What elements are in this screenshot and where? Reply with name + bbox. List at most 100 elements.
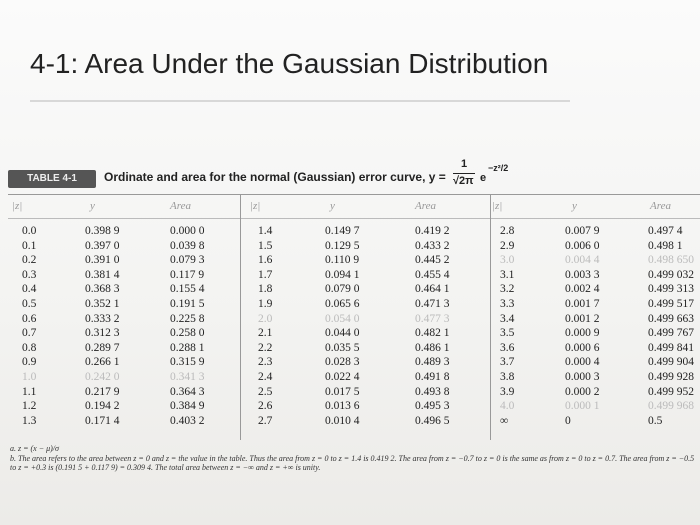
z-cell: 2.4: [258, 371, 273, 383]
column-header: y: [572, 200, 577, 212]
area-cell: 0.499 968: [648, 400, 694, 413]
area-cell: 0.364 3: [170, 385, 205, 398]
z-cell: 0.6: [22, 312, 37, 325]
z-cell: 1.3: [22, 414, 37, 427]
y-cell: 0.028 3: [325, 356, 360, 369]
area-cell: 0.341 3: [170, 371, 205, 383]
y-cell: 0.022 4: [325, 371, 360, 383]
y-cell: 0.312 3: [85, 327, 120, 340]
area-cell: 0.486 1: [415, 341, 450, 354]
area-cell: 0.491 8: [415, 371, 450, 383]
z-cell: 3.0: [500, 254, 515, 267]
y-cell: 0.044 0: [325, 327, 360, 340]
z-cell: 3.2: [500, 283, 515, 296]
y-cell: 0.289 7: [85, 341, 120, 354]
z-cell: 2.9: [500, 239, 515, 252]
area-cell: 0.039 8: [170, 239, 205, 252]
y-cell: 0.000 2: [565, 385, 600, 398]
z-cell: 1.0: [22, 371, 37, 383]
y-cell: 0.381 4: [85, 268, 120, 281]
z-cell: 3.7: [500, 356, 515, 369]
column-header: y: [90, 200, 95, 212]
formula-numerator: 1: [461, 158, 468, 170]
area-cell: 0.496 5: [415, 414, 450, 427]
y-cell: 0.000 1: [565, 400, 600, 413]
y-cell: 0.171 4: [85, 414, 120, 427]
y-cell: 0.397 0: [85, 239, 120, 252]
y-cell: 0.000 3: [565, 371, 600, 383]
z-cell: 2.8: [500, 225, 515, 237]
column-header: Area: [170, 200, 191, 212]
y-cell: 0.368 3: [85, 283, 120, 296]
z-cell: 0.2: [22, 254, 37, 267]
y-cell: 0.266 1: [85, 356, 120, 369]
table-caption: Ordinate and area for the normal (Gaussi…: [104, 170, 446, 184]
z-cell: 4.0: [500, 400, 515, 413]
z-cell: 2.5: [258, 385, 273, 398]
area-cell: 0.155 4: [170, 283, 205, 296]
z-cell: 3.4: [500, 312, 515, 325]
z-cell: 2.0: [258, 312, 273, 325]
area-cell: 0.117 9: [170, 268, 205, 281]
area-cell: 0.384 9: [170, 400, 205, 413]
z-cell: 3.9: [500, 385, 515, 398]
area-cell: 0.495 3: [415, 400, 450, 413]
caption-text: Ordinate and area for the normal (Gaussi…: [104, 170, 446, 184]
z-cell: 0.9: [22, 356, 37, 369]
area-cell: 0.079 3: [170, 254, 205, 267]
title-rule: [30, 100, 570, 102]
z-cell: 1.6: [258, 254, 273, 267]
y-cell: 0.094 1: [325, 268, 360, 281]
z-cell: 1.1: [22, 385, 37, 398]
area-cell: 0.288 1: [170, 341, 205, 354]
area-cell: 0.499 767: [648, 327, 694, 340]
y-cell: 0.149 7: [325, 225, 360, 237]
y-cell: 0.000 6: [565, 341, 600, 354]
area-cell: 0.499 841: [648, 341, 694, 354]
area-cell: 0.464 1: [415, 283, 450, 296]
z-cell: 0.4: [22, 283, 37, 296]
footnote: a. z = (x − μ)/σ: [10, 444, 59, 453]
area-cell: 0.489 3: [415, 356, 450, 369]
y-cell: 0.003 3: [565, 268, 600, 281]
z-cell: 0.0: [22, 225, 37, 237]
z-cell: 2.6: [258, 400, 273, 413]
column-header: Area: [650, 200, 671, 212]
column-header: |z|: [12, 200, 23, 212]
area-cell: 0.498 1: [648, 239, 683, 252]
area-cell: 0.482 1: [415, 327, 450, 340]
z-cell: ∞: [500, 414, 509, 427]
area-cell: 0.477 3: [415, 312, 450, 325]
fraction-bar: [453, 173, 475, 174]
y-cell: 0.001 7: [565, 298, 600, 310]
z-cell: 0.8: [22, 341, 37, 354]
area-cell: 0.499 313: [648, 283, 694, 296]
area-cell: 0.455 4: [415, 268, 450, 281]
table-badge: TABLE 4-1: [8, 170, 96, 188]
area-cell: 0.225 8: [170, 312, 205, 325]
area-cell: 0.499 928: [648, 371, 694, 383]
z-cell: 1.4: [258, 225, 273, 237]
y-cell: 0.333 2: [85, 312, 120, 325]
z-cell: 0.5: [22, 298, 37, 310]
y-cell: 0.398 9: [85, 225, 120, 237]
y-cell: 0.007 9: [565, 225, 600, 237]
page-title: 4-1: Area Under the Gaussian Distributio…: [30, 48, 549, 79]
area-cell: 0.471 3: [415, 298, 450, 310]
y-cell: 0.194 2: [85, 400, 120, 413]
column-header: Area: [415, 200, 436, 212]
y-cell: 0.035 5: [325, 341, 360, 354]
y-cell: 0.004 4: [565, 254, 600, 267]
footnote: b. The area refers to the area between z…: [10, 454, 695, 472]
z-cell: 0.3: [22, 268, 37, 281]
y-cell: 0.217 9: [85, 385, 120, 398]
area-cell: 0.499 904: [648, 356, 694, 369]
area-cell: 0.000 0: [170, 225, 205, 237]
area-cell: 0.497 4: [648, 225, 683, 237]
y-cell: 0.065 6: [325, 298, 360, 310]
formula-base: e: [480, 172, 487, 184]
y-cell: 0.001 2: [565, 312, 600, 325]
y-cell: 0.000 4: [565, 356, 600, 369]
z-cell: 1.5: [258, 239, 273, 252]
